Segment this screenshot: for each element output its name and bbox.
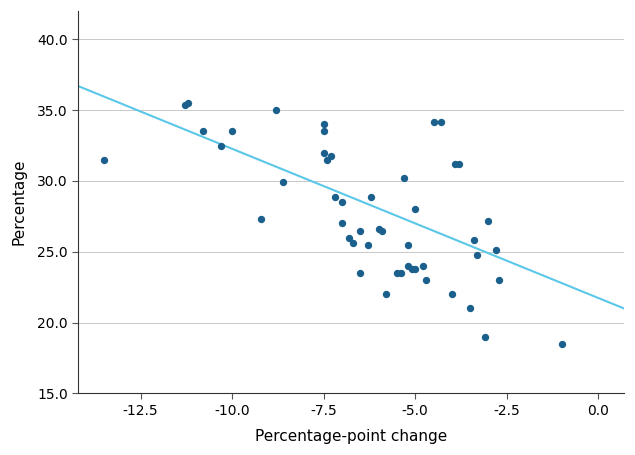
- Point: [410, 265, 420, 273]
- Point: [227, 128, 237, 135]
- Point: [99, 156, 109, 163]
- Point: [454, 160, 464, 167]
- Point: [381, 291, 391, 298]
- Point: [450, 160, 460, 167]
- Point: [355, 269, 365, 277]
- Point: [465, 305, 475, 312]
- Point: [319, 128, 329, 135]
- X-axis label: Percentage-point change: Percentage-point change: [255, 429, 447, 444]
- Point: [337, 220, 347, 227]
- Point: [429, 118, 439, 125]
- Y-axis label: Percentage: Percentage: [11, 159, 26, 246]
- Point: [216, 142, 226, 149]
- Point: [469, 237, 479, 244]
- Point: [396, 269, 406, 277]
- Point: [330, 193, 340, 200]
- Point: [322, 156, 332, 163]
- Point: [421, 277, 431, 284]
- Point: [278, 179, 288, 186]
- Point: [257, 216, 267, 223]
- Point: [337, 198, 347, 206]
- Point: [410, 206, 420, 213]
- Point: [348, 240, 358, 247]
- Point: [366, 193, 377, 200]
- Point: [556, 340, 566, 348]
- Point: [355, 227, 365, 234]
- Point: [399, 175, 410, 182]
- Point: [197, 128, 208, 135]
- Point: [326, 152, 336, 159]
- Point: [363, 241, 373, 248]
- Point: [319, 149, 329, 157]
- Point: [494, 277, 504, 284]
- Point: [436, 118, 446, 125]
- Point: [271, 106, 281, 114]
- Point: [319, 121, 329, 128]
- Point: [344, 234, 354, 241]
- Point: [183, 100, 193, 107]
- Point: [377, 227, 387, 234]
- Point: [373, 226, 384, 233]
- Point: [483, 217, 493, 224]
- Point: [491, 247, 501, 254]
- Point: [406, 265, 417, 273]
- Point: [447, 291, 457, 298]
- Point: [403, 241, 413, 248]
- Point: [417, 262, 427, 269]
- Point: [479, 333, 490, 340]
- Point: [180, 101, 190, 108]
- Point: [472, 251, 483, 258]
- Point: [392, 269, 402, 277]
- Point: [403, 262, 413, 269]
